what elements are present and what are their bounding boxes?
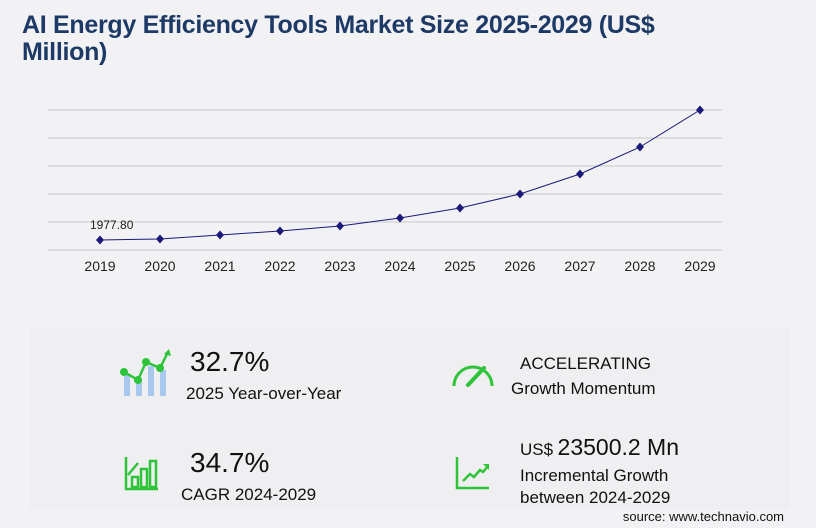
cagr-value: 34.7%	[190, 447, 270, 478]
x-tick-label: 2024	[384, 258, 415, 274]
yoy-label: 2025 Year-over-Year	[186, 384, 342, 403]
data-point-2020	[156, 234, 164, 244]
x-tick-label: 2019	[84, 258, 115, 274]
momentum-label: Growth Momentum	[511, 379, 656, 398]
data-label: 1977.80	[90, 218, 134, 232]
growth-chart-icon	[120, 349, 171, 396]
x-tick-label: 2027	[564, 258, 595, 274]
data-point-2025	[456, 203, 464, 213]
data-point-2021	[216, 230, 224, 240]
x-tick-label: 2020	[144, 258, 175, 274]
bar-chart-icon	[124, 457, 158, 491]
speedometer-icon	[452, 365, 494, 387]
momentum-value: ACCELERATING	[520, 354, 651, 373]
yoy-value: 32.7%	[190, 346, 270, 377]
data-point-2027	[576, 169, 584, 179]
page-title: AI Energy Efficiency Tools Market Size 2…	[22, 11, 655, 66]
data-point-2028	[636, 142, 644, 152]
data-point-2022	[276, 226, 284, 236]
incremental-amount: 23500.2 Mn	[557, 434, 680, 460]
x-tick-label: 2029	[684, 258, 715, 274]
cagr-label: CAGR 2024-2029	[181, 485, 317, 504]
x-tick-label: 2021	[204, 258, 235, 274]
line-chart: 2019 2020 2021 2022 2023 2024 2025 2026 2027 2028…	[48, 105, 722, 274]
x-tick-label: 2028	[624, 258, 655, 274]
x-tick-label: 2026	[504, 258, 535, 274]
data-point-2024	[396, 213, 404, 223]
data-point-2023	[336, 221, 344, 231]
x-tick-label: 2023	[324, 258, 355, 274]
data-point-2026	[516, 189, 524, 199]
incremental-value: US$ 23500.2 Mn	[520, 434, 679, 461]
data-point-2019	[96, 235, 104, 245]
x-tick-label: 2022	[264, 258, 295, 274]
trend-up-icon	[455, 457, 489, 490]
source-credit: source: www.technavio.com	[622, 509, 784, 524]
incremental-label-1: Incremental Growth	[520, 466, 669, 485]
data-point-2029	[696, 105, 704, 115]
incremental-label-2: between 2024-2029	[520, 488, 671, 507]
x-tick-label: 2025	[444, 258, 475, 274]
currency-prefix: US$	[520, 440, 554, 459]
